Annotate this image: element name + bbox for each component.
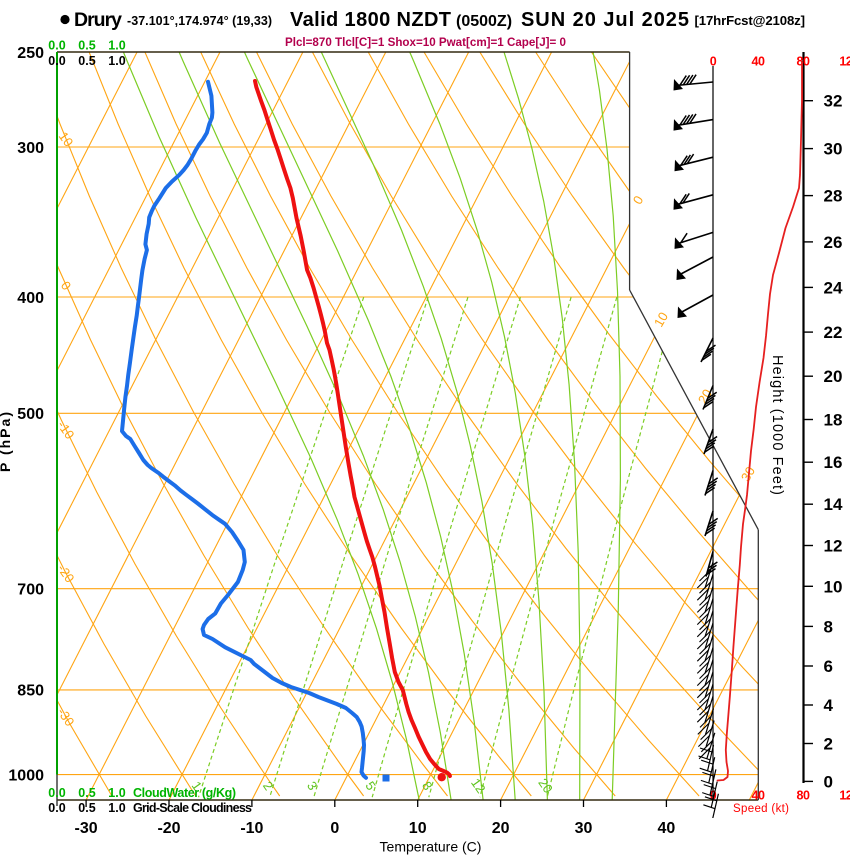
svg-text:10: 10 bbox=[56, 129, 77, 149]
svg-text:80: 80 bbox=[797, 789, 810, 803]
svg-text:26: 26 bbox=[824, 233, 843, 252]
svg-text:24: 24 bbox=[824, 278, 843, 297]
svg-text:0.5: 0.5 bbox=[78, 39, 95, 53]
svg-text:(0500Z): (0500Z) bbox=[456, 13, 512, 30]
svg-text:Valid 1800 NZDT: Valid 1800 NZDT bbox=[290, 9, 451, 31]
svg-text:-10: -10 bbox=[240, 820, 263, 837]
svg-text:40: 40 bbox=[658, 820, 676, 837]
svg-text:CloudWater (g/Kg): CloudWater (g/Kg) bbox=[133, 786, 236, 800]
svg-text:1.0: 1.0 bbox=[108, 54, 125, 68]
svg-text:12: 12 bbox=[468, 775, 489, 795]
svg-text:1.0: 1.0 bbox=[108, 39, 125, 53]
svg-text:0: 0 bbox=[710, 55, 717, 69]
svg-text:1000: 1000 bbox=[8, 767, 44, 784]
svg-text:0.5: 0.5 bbox=[78, 54, 95, 68]
svg-text:500: 500 bbox=[17, 406, 44, 423]
svg-text:Grid-Scale Cloudiness: Grid-Scale Cloudiness bbox=[133, 801, 252, 815]
svg-text:80: 80 bbox=[797, 55, 810, 69]
svg-text:10: 10 bbox=[651, 309, 671, 329]
svg-text:8: 8 bbox=[824, 617, 833, 636]
svg-text:4: 4 bbox=[824, 696, 834, 715]
svg-text:30: 30 bbox=[575, 820, 593, 837]
svg-text:16: 16 bbox=[824, 453, 843, 472]
svg-text:0.0: 0.0 bbox=[48, 39, 65, 53]
svg-text:10: 10 bbox=[824, 577, 843, 596]
svg-text:700: 700 bbox=[17, 582, 44, 599]
svg-text:40: 40 bbox=[752, 55, 765, 69]
svg-text:2: 2 bbox=[824, 735, 833, 754]
svg-text:SUN 20 Jul 2025: SUN 20 Jul 2025 bbox=[521, 9, 689, 31]
svg-text:0.0: 0.0 bbox=[48, 786, 65, 800]
svg-text:20: 20 bbox=[492, 820, 510, 837]
svg-text:Plcl=870 Tlcl[C]=1 Shox=10 Pwa: Plcl=870 Tlcl[C]=1 Shox=10 Pwat[cm]=1 Ca… bbox=[285, 35, 566, 49]
svg-text:30: 30 bbox=[738, 464, 758, 484]
svg-text:18: 18 bbox=[824, 411, 843, 430]
svg-text:Temperature (C): Temperature (C) bbox=[380, 839, 482, 855]
svg-text:14: 14 bbox=[824, 495, 843, 514]
svg-text:12: 12 bbox=[824, 537, 843, 556]
svg-text:6: 6 bbox=[824, 657, 833, 676]
svg-text:0.5: 0.5 bbox=[78, 786, 95, 800]
svg-text:850: 850 bbox=[17, 683, 44, 700]
svg-text:40: 40 bbox=[752, 789, 765, 803]
svg-text:0.5: 0.5 bbox=[78, 801, 95, 815]
svg-text:P (hPa): P (hPa) bbox=[0, 412, 13, 472]
svg-text:0.0: 0.0 bbox=[48, 801, 65, 815]
svg-text:0: 0 bbox=[330, 820, 339, 837]
svg-text:250: 250 bbox=[17, 45, 44, 62]
svg-text:Height (1000 Feet): Height (1000 Feet) bbox=[769, 355, 785, 495]
svg-text:-20: -20 bbox=[157, 820, 180, 837]
svg-text:300: 300 bbox=[17, 140, 44, 157]
svg-text:20: 20 bbox=[824, 367, 843, 386]
svg-text:1.0: 1.0 bbox=[108, 801, 125, 815]
svg-text:400: 400 bbox=[17, 290, 44, 307]
svg-text:30: 30 bbox=[824, 140, 843, 159]
svg-text:120: 120 bbox=[839, 55, 850, 69]
svg-text:0.0: 0.0 bbox=[48, 54, 65, 68]
svg-text:1.0: 1.0 bbox=[108, 786, 125, 800]
svg-text:10: 10 bbox=[409, 820, 427, 837]
svg-text:20: 20 bbox=[535, 775, 556, 795]
svg-text:Speed (kt): Speed (kt) bbox=[733, 803, 789, 815]
svg-text:-30: -30 bbox=[75, 820, 98, 837]
svg-text:120: 120 bbox=[839, 789, 850, 803]
svg-text:Drury: Drury bbox=[74, 9, 122, 31]
svg-text:[17hrFcst@2108z]: [17hrFcst@2108z] bbox=[695, 13, 806, 28]
svg-text:-37.101°,174.974° (19,33): -37.101°,174.974° (19,33) bbox=[127, 14, 272, 28]
svg-text:32: 32 bbox=[824, 92, 843, 111]
svg-text:22: 22 bbox=[824, 323, 843, 342]
svg-text:28: 28 bbox=[824, 187, 843, 206]
svg-text:0: 0 bbox=[824, 772, 833, 791]
